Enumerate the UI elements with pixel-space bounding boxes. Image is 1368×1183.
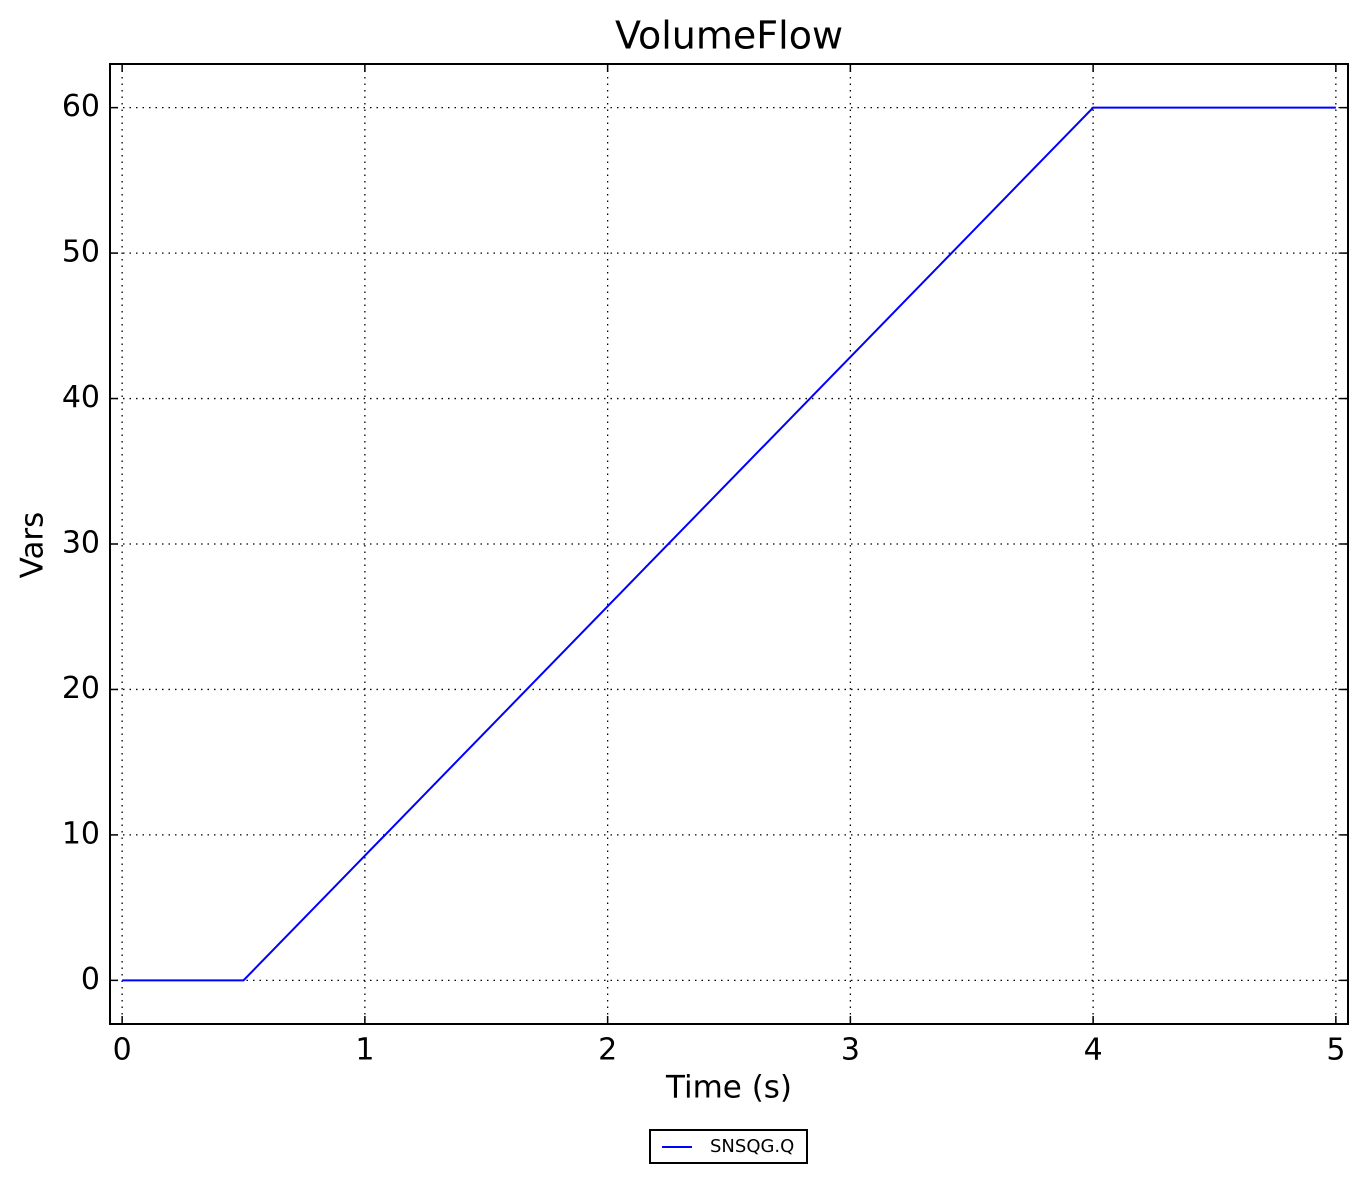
x-tick-label: 4 [1084,1033,1103,1068]
y-tick-label: 60 [62,89,100,124]
y-tick-label: 50 [62,235,100,270]
data-line [122,106,1336,982]
x-tick-label: 1 [355,1033,374,1068]
plot-frame [109,63,1349,1025]
y-axis-label: Vars [15,512,51,579]
y-tick-label: 10 [62,816,100,851]
legend-label: SNSQG.Q [710,1136,794,1157]
x-axis-label: Time (s) [665,1070,792,1106]
y-tick-label: 0 [81,962,100,997]
x-tick-label: 5 [1326,1033,1345,1068]
x-tick-label: 2 [598,1033,617,1068]
y-tick-label: 30 [62,526,100,561]
x-tick-label: 0 [113,1033,132,1068]
y-tick-label: 20 [62,671,100,706]
chart-title: VolumeFlow [615,14,843,58]
x-tick-label: 3 [841,1033,860,1068]
y-tick-label: 40 [62,380,100,415]
